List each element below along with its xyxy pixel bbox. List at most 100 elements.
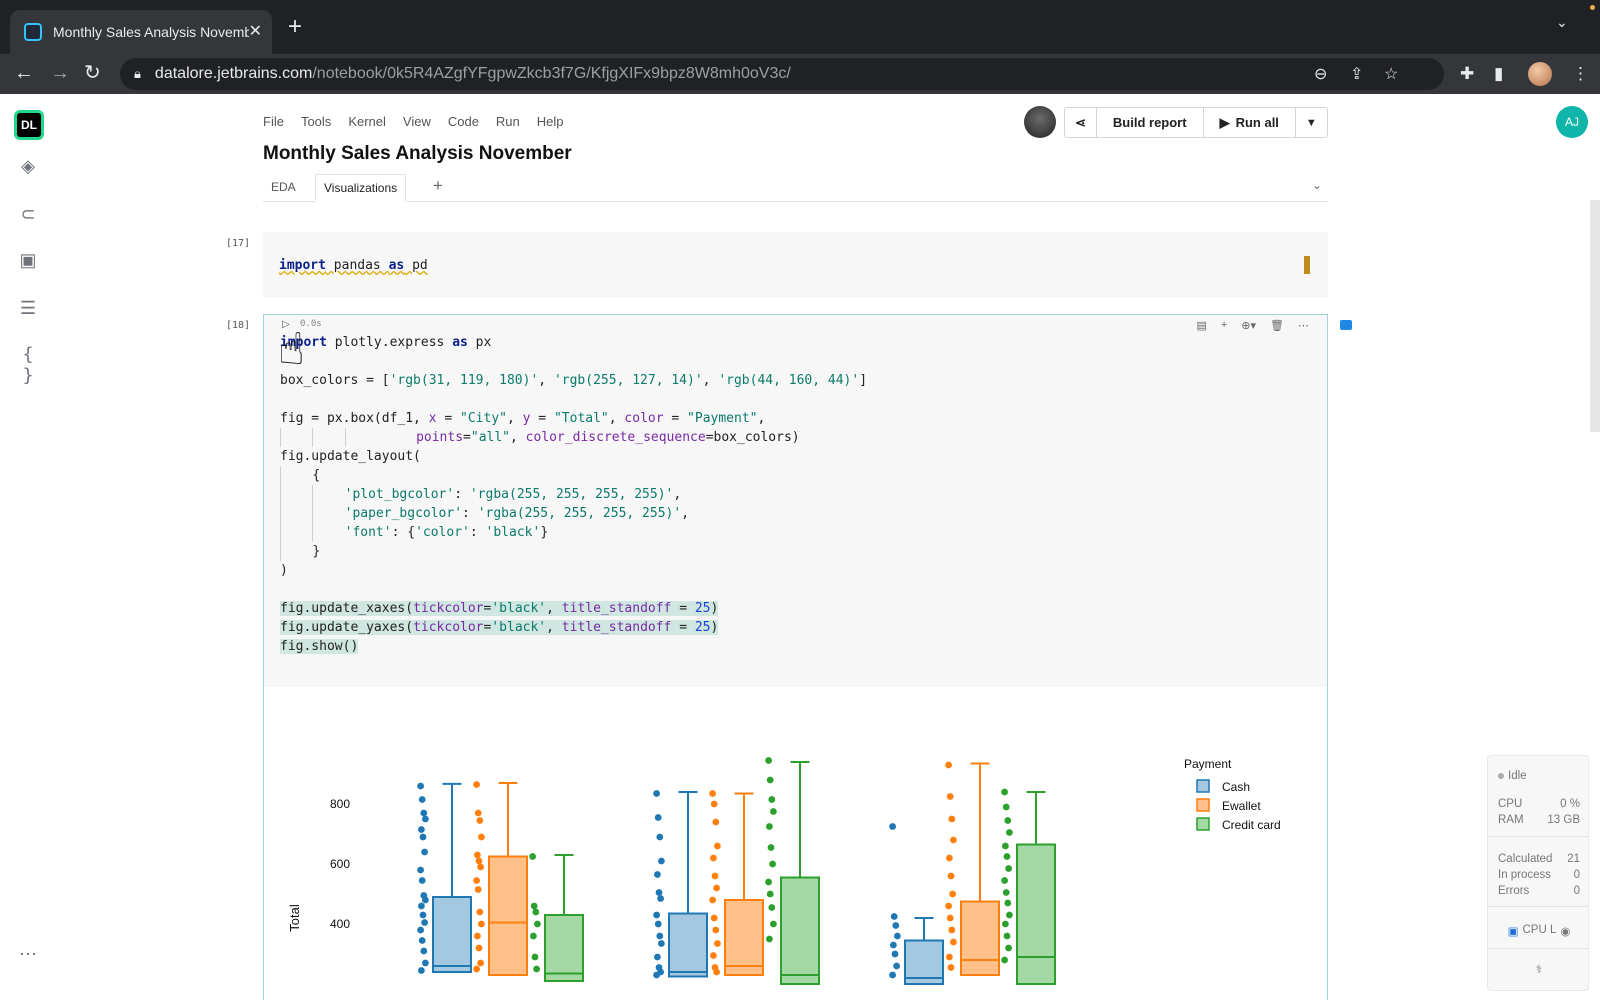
data-point[interactable] [950, 938, 957, 946]
chevron-down-icon[interactable]: ⌄ [1311, 178, 1322, 192]
page-scrollbar[interactable] [1590, 200, 1600, 432]
extensions-icon[interactable]: ✚ [1460, 64, 1475, 83]
data-point[interactable] [766, 935, 773, 943]
data-point[interactable] [890, 913, 898, 920]
data-point[interactable] [890, 941, 897, 949]
attachment-icon[interactable]: ⊂ [20, 204, 36, 224]
data-point[interactable] [418, 967, 425, 974]
build-report-button[interactable]: Build report [1097, 108, 1204, 137]
share-button[interactable]: ⋖ [1065, 108, 1097, 137]
data-point[interactable] [421, 848, 428, 856]
menu-kernel[interactable]: Kernel [348, 114, 386, 129]
data-point[interactable] [531, 953, 539, 961]
data-point[interactable] [421, 919, 428, 926]
python-kernel[interactable]: ⚕ [1498, 962, 1580, 976]
data-point[interactable] [713, 884, 720, 892]
data-point[interactable] [476, 908, 484, 916]
data-point[interactable] [948, 926, 956, 934]
data-point[interactable] [765, 878, 772, 886]
run-all-button[interactable]: ▶ Run all [1204, 108, 1296, 137]
data-point[interactable] [1002, 803, 1010, 811]
back-arrow-icon[interactable]: ← [14, 62, 34, 84]
layers-icon[interactable]: ◈ [21, 156, 35, 176]
data-point[interactable] [894, 932, 901, 940]
data-point[interactable] [475, 944, 483, 952]
data-point[interactable] [892, 922, 900, 929]
data-point[interactable] [770, 920, 777, 928]
ai-assistant-icon[interactable]: ▤ [1196, 320, 1207, 332]
data-point[interactable] [767, 844, 775, 851]
data-point[interactable] [950, 836, 957, 844]
data-point[interactable] [946, 953, 953, 961]
data-point[interactable] [893, 962, 900, 970]
browser-profile-avatar[interactable] [1528, 62, 1552, 86]
data-point[interactable] [770, 808, 777, 815]
data-point[interactable] [889, 971, 896, 979]
data-point[interactable] [654, 920, 662, 928]
data-point[interactable] [418, 877, 426, 884]
data-point[interactable] [947, 872, 955, 880]
box-body[interactable] [488, 855, 528, 976]
box-plot-chart[interactable]: 400 600 800 Total Payment Cash Ewallet Cre… [264, 686, 1328, 1000]
data-point[interactable] [889, 823, 896, 830]
browser-menu-icon[interactable]: ⋮ [1572, 64, 1589, 83]
data-point[interactable] [419, 911, 427, 919]
data-point[interactable] [891, 950, 899, 958]
data-point[interactable] [473, 877, 480, 884]
data-point[interactable] [713, 968, 720, 976]
tab-visualizations[interactable]: Visualizations [315, 174, 407, 202]
data-point[interactable] [1003, 853, 1011, 860]
data-point[interactable] [477, 959, 484, 967]
menu-tools[interactable]: Tools [300, 114, 332, 129]
data-point[interactable] [1005, 944, 1012, 952]
data-point[interactable] [418, 902, 425, 910]
data-point[interactable] [946, 854, 953, 862]
data-point[interactable] [714, 940, 721, 947]
data-point[interactable] [710, 952, 717, 959]
datalore-logo[interactable]: DL [14, 110, 44, 140]
data-point[interactable] [658, 857, 665, 865]
data-point[interactable] [532, 908, 540, 916]
new-tab-icon[interactable]: + [288, 13, 303, 40]
bookmark-star-icon[interactable]: ☆ [1384, 66, 1399, 83]
tab-eda[interactable]: EDA [271, 180, 296, 194]
data-point[interactable] [946, 793, 954, 800]
data-point[interactable] [417, 926, 424, 934]
address-bar[interactable]: 🔒︎ datalore.jetbrains.com/notebook/0k5R4… [120, 58, 1444, 90]
code-cell[interactable]: import pandas as pd [263, 232, 1328, 298]
collaborator-avatar[interactable] [1024, 106, 1056, 138]
menu-file[interactable]: File [263, 114, 284, 129]
data-point[interactable] [945, 761, 952, 769]
data-point[interactable] [478, 920, 485, 928]
box-body[interactable] [432, 896, 472, 973]
data-point[interactable] [1002, 842, 1009, 850]
data-point[interactable] [474, 932, 481, 940]
data-point[interactable] [420, 809, 428, 817]
data-point[interactable] [420, 947, 428, 955]
data-point[interactable] [1006, 829, 1013, 836]
data-point[interactable] [473, 965, 480, 973]
variables-braces-icon[interactable]: { } [22, 344, 34, 386]
data-point[interactable] [714, 842, 721, 850]
add-cell-icon[interactable]: + [1220, 319, 1228, 331]
data-point[interactable] [422, 896, 429, 904]
data-point[interactable] [474, 851, 481, 859]
data-point[interactable] [1002, 920, 1009, 928]
code-block[interactable]: import plotly.express as px box_colors =… [280, 335, 868, 654]
browser-tab[interactable]: Monthly Sales Analysis November ✕ [10, 10, 272, 54]
data-point[interactable] [418, 937, 426, 944]
data-point[interactable] [653, 790, 660, 797]
data-point[interactable] [475, 857, 483, 865]
data-point[interactable] [657, 895, 664, 902]
code-line[interactable]: import pandas as pd [279, 258, 428, 273]
data-point[interactable] [529, 853, 536, 860]
data-point[interactable] [768, 904, 776, 911]
data-point[interactable] [655, 889, 663, 896]
data-point[interactable] [1001, 788, 1008, 796]
box-body[interactable] [780, 876, 820, 985]
data-point[interactable] [948, 815, 956, 823]
reload-icon[interactable]: ↻ [84, 62, 101, 84]
data-point[interactable] [422, 959, 429, 967]
data-point[interactable] [769, 860, 776, 868]
data-point[interactable] [1006, 911, 1013, 919]
